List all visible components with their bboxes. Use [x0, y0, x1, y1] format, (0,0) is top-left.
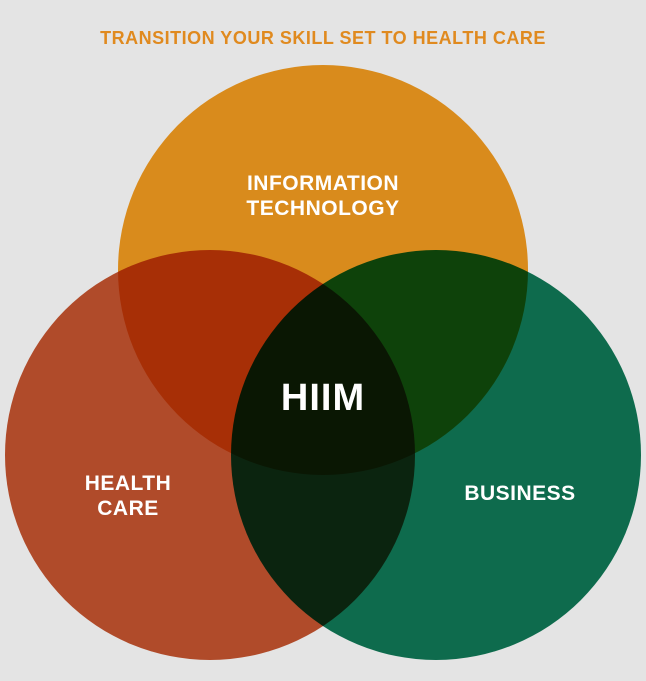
venn-diagram: HEALTHCAREINFORMATIONTECHNOLOGYBUSINESSH… [0, 0, 646, 681]
venn-label-business: BUSINESS [464, 482, 575, 505]
venn-circle-business [231, 250, 641, 660]
infographic-container: TRANSITION YOUR SKILL SET TO HEALTH CARE… [0, 0, 646, 681]
venn-center-label: HIIM [281, 377, 365, 419]
